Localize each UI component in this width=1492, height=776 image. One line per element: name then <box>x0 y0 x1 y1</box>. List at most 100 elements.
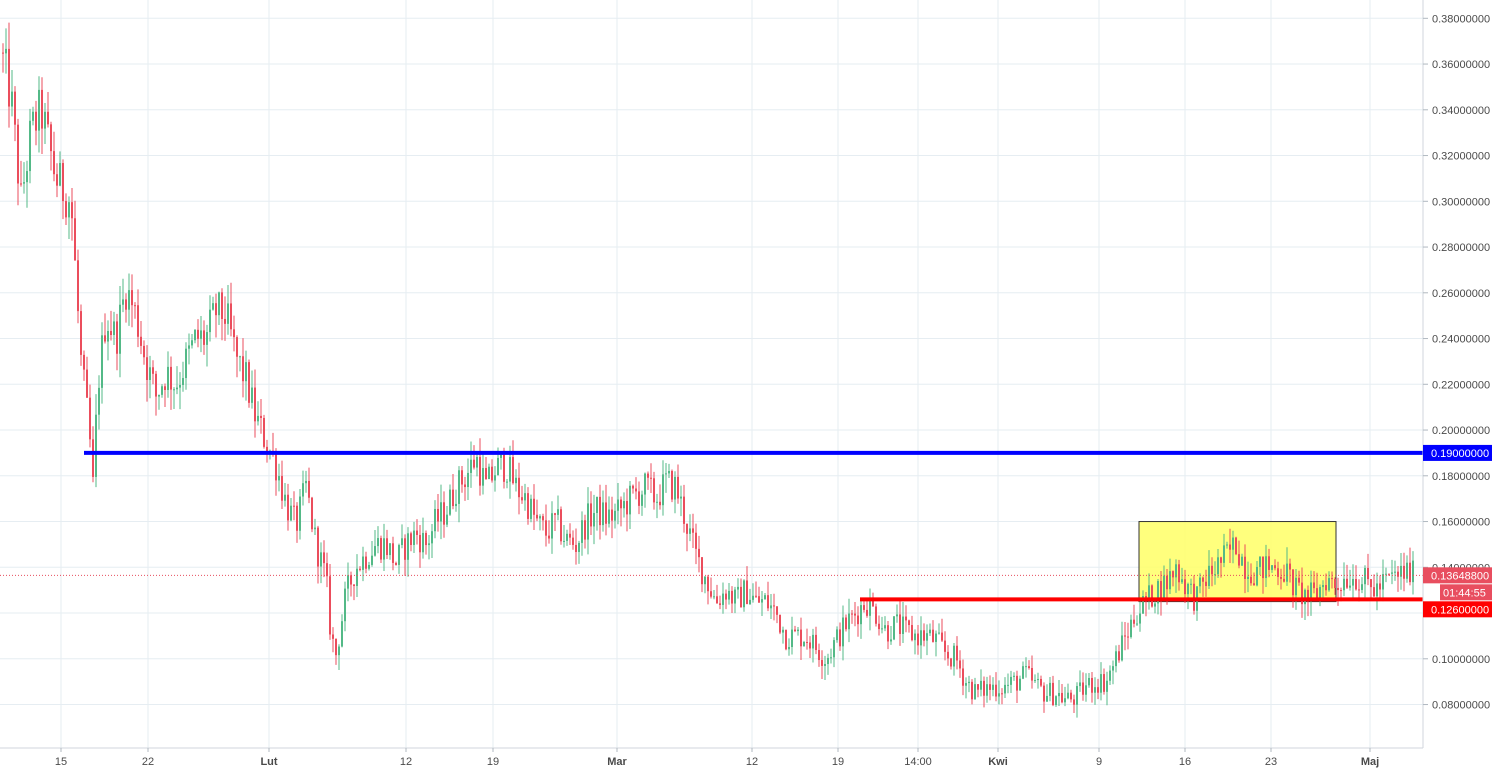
candle-body <box>758 596 760 603</box>
candle-body <box>815 634 817 651</box>
candle-body <box>809 642 811 649</box>
candle-body <box>1004 684 1006 694</box>
candle-body <box>1220 557 1222 563</box>
candle-body <box>806 642 808 644</box>
candle-body <box>416 530 418 535</box>
candle-body <box>1037 678 1039 681</box>
candle-body <box>1175 564 1177 578</box>
candle-body <box>1031 668 1033 681</box>
candle-body <box>632 485 634 489</box>
candle-body <box>374 546 376 556</box>
candle-body <box>566 533 568 541</box>
candle-body <box>1034 680 1036 682</box>
candle-body <box>1208 565 1210 587</box>
candle-body <box>329 576 331 635</box>
candle-body <box>428 543 430 546</box>
candle-body <box>707 576 709 592</box>
x-tick-label: 23 <box>1265 756 1277 768</box>
candle-body <box>776 606 778 615</box>
candle-body <box>1007 684 1009 686</box>
candle-body <box>722 593 724 605</box>
candle-body <box>1172 571 1174 578</box>
x-tick-label: Mar <box>607 756 627 768</box>
current-price-tag-text: 0.13648800 <box>1431 570 1489 582</box>
candle-body <box>290 505 292 521</box>
candle-body <box>203 330 205 345</box>
candle-body <box>560 509 562 542</box>
candle-body <box>1109 670 1111 681</box>
candle-body <box>1352 579 1354 586</box>
candle-body <box>1373 587 1375 597</box>
candle-body <box>461 470 463 485</box>
candle-body <box>620 499 622 509</box>
candle-body <box>506 481 508 483</box>
candle-body <box>284 494 286 501</box>
candle-body <box>857 615 859 625</box>
candle-body <box>515 477 517 484</box>
candle-body <box>692 528 694 533</box>
candle-body <box>644 473 646 495</box>
candle-body <box>671 470 673 500</box>
x-tick-label: 19 <box>832 756 844 768</box>
candle-body <box>245 362 247 382</box>
candle-body <box>530 498 532 519</box>
candle-body <box>938 632 940 634</box>
candle-body <box>713 596 715 598</box>
candle-body <box>380 538 382 560</box>
candle-body <box>1226 544 1228 546</box>
y-tick-label: 0.34000000 <box>1432 105 1490 117</box>
candle-body <box>719 603 721 605</box>
candle-body <box>5 48 7 54</box>
candle-body <box>485 468 487 480</box>
candle-body <box>872 598 874 607</box>
horizontal-grid <box>0 17 1423 706</box>
candle-body <box>1340 590 1342 592</box>
candle-body <box>617 499 619 511</box>
candle-body <box>1379 583 1381 590</box>
candle-body <box>659 501 661 506</box>
candle-body <box>1094 687 1096 693</box>
candle-body <box>1052 682 1054 706</box>
candle-body <box>1376 583 1378 597</box>
candle-body <box>845 617 847 630</box>
candle-body <box>1337 587 1339 591</box>
candle-body <box>812 634 814 649</box>
candle-body <box>266 446 268 453</box>
candle-body <box>353 584 355 586</box>
candle-body <box>212 303 214 310</box>
candle-body <box>1142 596 1144 614</box>
candle-body <box>1388 573 1390 575</box>
candle-body <box>164 386 166 390</box>
candle-body <box>953 645 955 667</box>
candle-body <box>299 496 301 531</box>
candle-body <box>587 503 589 540</box>
candle-body <box>797 629 799 632</box>
candle-body <box>626 501 628 515</box>
candle-body <box>407 533 409 560</box>
candle-body <box>1076 686 1078 705</box>
candle-body <box>53 151 55 175</box>
candle-body <box>278 476 280 481</box>
candle-body <box>287 494 289 521</box>
candle-body <box>158 394 160 397</box>
candle-body <box>2 52 4 54</box>
candle-body <box>236 337 238 357</box>
candle-body <box>371 555 373 565</box>
candle-body <box>926 633 928 641</box>
candle-body <box>479 456 481 486</box>
candle-body <box>539 516 541 519</box>
candle-body <box>74 218 76 261</box>
candle-body <box>527 493 529 519</box>
candle-body <box>677 476 679 499</box>
candle-body <box>1100 674 1102 693</box>
candle-body <box>89 397 91 440</box>
candle-body <box>608 509 610 524</box>
candle-body <box>1103 674 1105 692</box>
candle-body <box>1382 574 1384 590</box>
candle-body <box>1028 666 1030 669</box>
candle-body <box>1040 678 1042 686</box>
candle-body <box>56 174 58 186</box>
candle-body <box>743 580 745 608</box>
